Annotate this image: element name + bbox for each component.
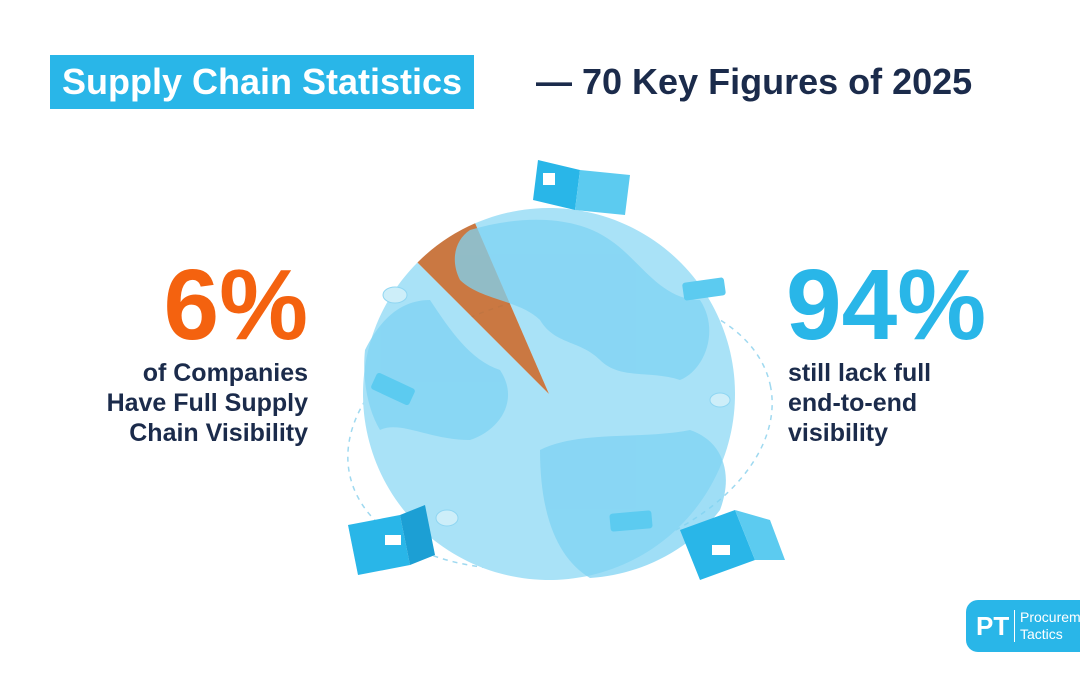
box-right bbox=[680, 510, 785, 580]
subtitle: — 70 Key Figures of 2025 bbox=[536, 61, 973, 102]
pie-slice bbox=[417, 223, 549, 394]
box-top bbox=[533, 160, 630, 215]
logo-initials: PT bbox=[976, 611, 1010, 641]
value-label: 6% bbox=[163, 249, 308, 361]
title: Supply Chain Statistics bbox=[50, 55, 475, 109]
coins bbox=[382, 286, 731, 527]
value-label: 94% bbox=[786, 249, 987, 361]
continents bbox=[364, 219, 726, 578]
money bbox=[371, 277, 726, 532]
category-label: of Companies Have Full Supply Chain Visi… bbox=[106, 359, 308, 447]
category-label: still lack full end-to-end visibility bbox=[788, 359, 932, 447]
orbit bbox=[347, 289, 773, 571]
box-left bbox=[348, 505, 435, 575]
logo-name: Procurement bbox=[1020, 609, 1080, 625]
logo-name: Tactics bbox=[1020, 626, 1063, 642]
logo-divider bbox=[1014, 610, 1015, 642]
logo: PT Procurement Tactics bbox=[966, 600, 1080, 652]
